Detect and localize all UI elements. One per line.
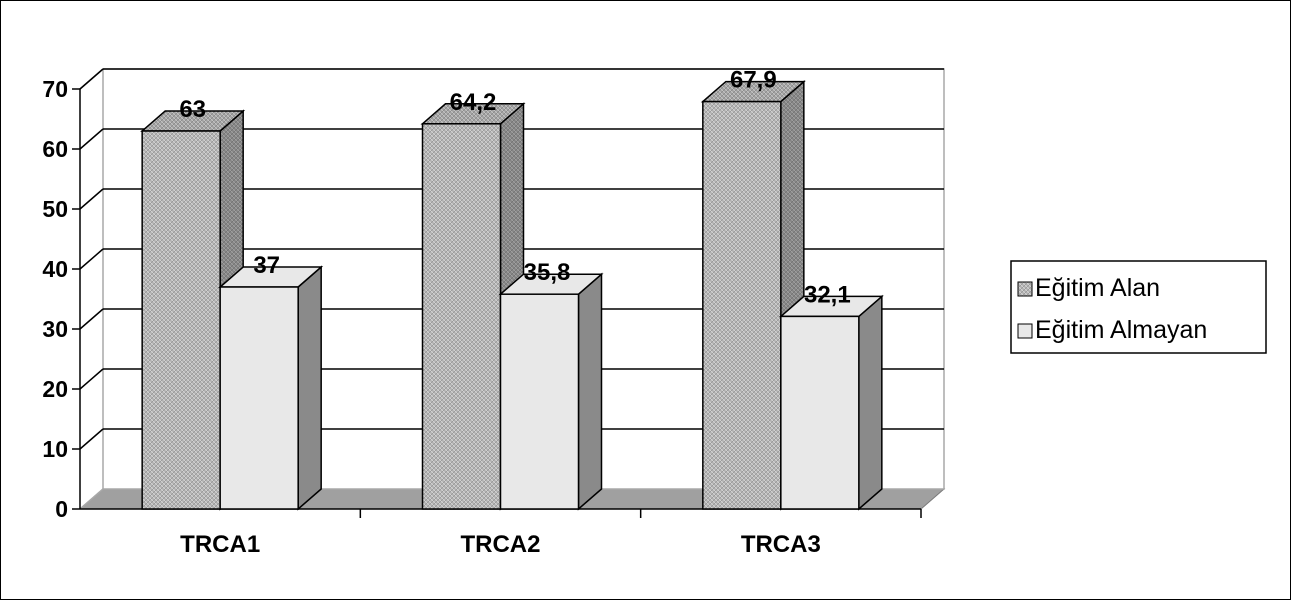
bar-side [297,265,322,511]
gridline-depth [79,188,104,210]
category-label: TRCA3 [741,531,821,558]
legend: Eğitim Alan Eğitim Almayan [1010,260,1267,354]
bar [780,315,860,510]
legend-swatch [1017,281,1033,297]
gridline-depth [79,128,104,150]
bar [499,293,580,510]
y-tick-label: 50 [42,196,68,222]
gridline-depth [79,308,104,330]
data-label: 35,8 [524,259,571,286]
gridline-depth [79,368,104,390]
legend-label: Eğitim Almayan [1035,316,1207,344]
bar [141,130,221,510]
category-label: TRCA2 [460,531,540,558]
y-tick-label: 70 [42,76,68,102]
data-label: 37 [253,252,280,279]
legend-label: Eğitim Alan [1035,274,1160,302]
data-label: 32,1 [804,281,851,308]
gridline-depth [79,428,104,450]
y-tick-label: 20 [42,376,68,402]
bar-side [577,272,603,511]
bar [219,286,299,510]
y-tick-label: 30 [42,316,68,342]
gridline-depth [79,248,104,270]
side-wall-edge [79,488,104,510]
category-label: TRCA1 [180,531,260,558]
y-tick-label: 60 [42,136,68,162]
data-label: 63 [179,96,206,123]
y-tick-label: 40 [42,256,68,282]
gridline-depth [79,68,104,90]
data-labels: 63 37 64,2 35,8 67,9 32,1 [179,67,850,309]
data-label: 64,2 [450,89,497,116]
y-tick-label: 0 [55,496,68,522]
bar [702,100,782,510]
bar-side [858,294,883,511]
bars [140,79,884,511]
legend-swatch [1017,323,1033,339]
legend-box [1010,260,1267,354]
y-tick-label: 10 [42,436,68,462]
bar [421,123,502,510]
data-label: 67,9 [730,67,777,94]
